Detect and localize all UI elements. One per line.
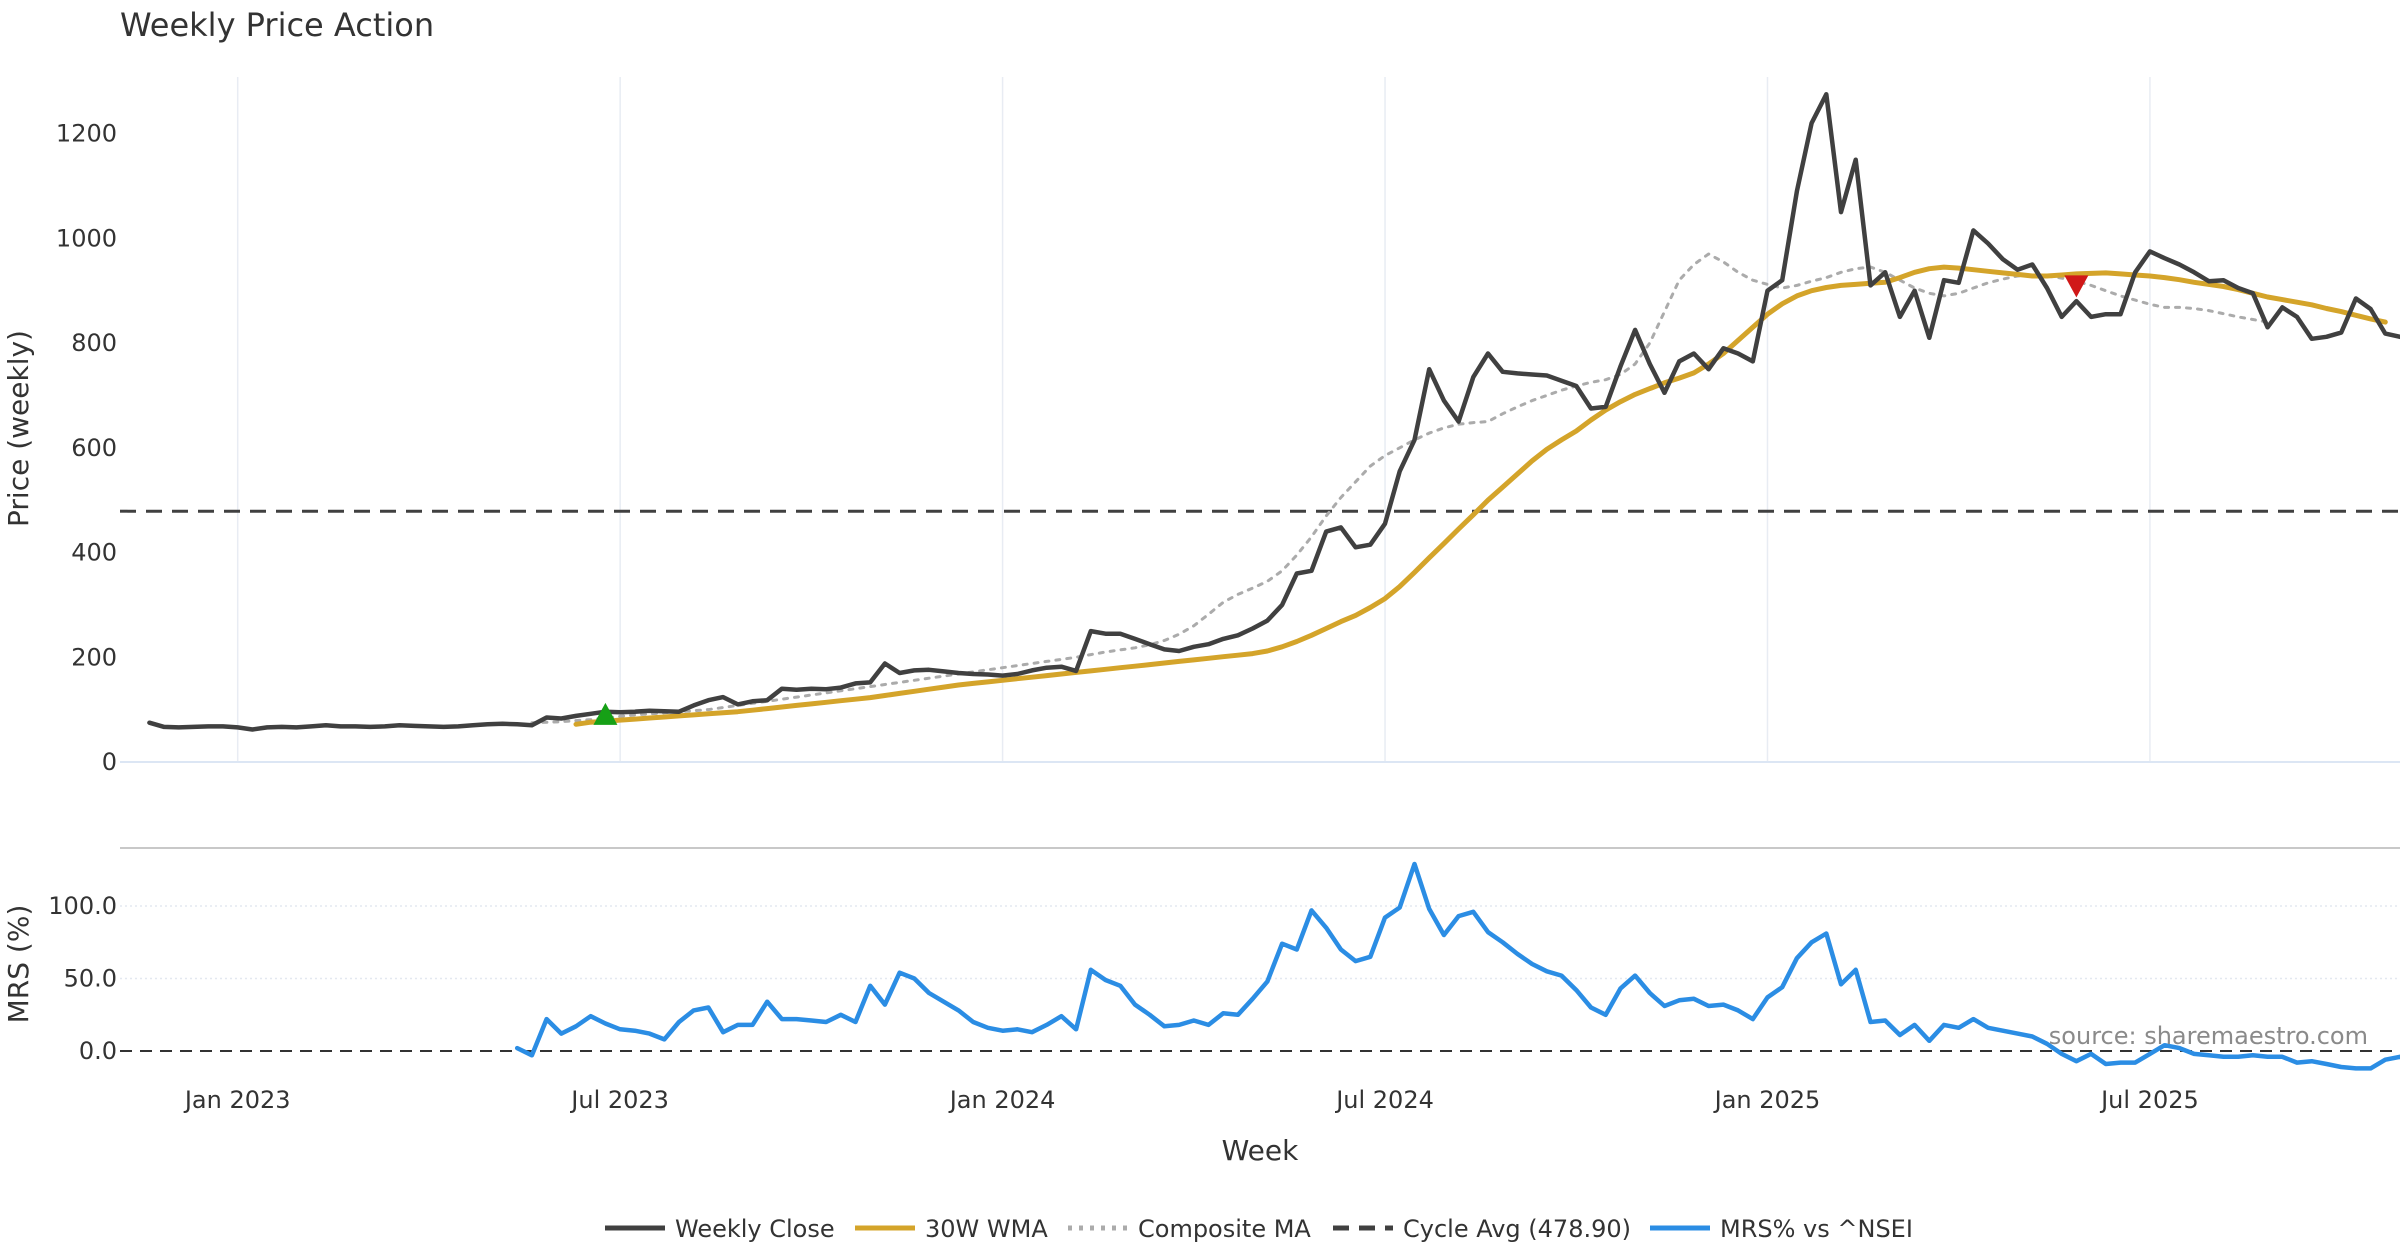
x-tick-label: Jan 2023 bbox=[183, 1086, 291, 1114]
x-tick-label: Jan 2024 bbox=[948, 1086, 1056, 1114]
x-axis-label: Week bbox=[1222, 1134, 1299, 1167]
price-y-tick-label: 0 bbox=[102, 748, 117, 776]
weekly-close-line bbox=[147, 92, 2400, 732]
price-y-tick-label: 800 bbox=[71, 329, 117, 357]
x-tick-label: Jul 2023 bbox=[569, 1086, 669, 1114]
legend-label: Composite MA bbox=[1138, 1215, 1311, 1243]
composite-ma-line bbox=[530, 252, 2270, 725]
source-note: source: sharemaestro.com bbox=[2049, 1022, 2368, 1050]
mrs-y-axis-label: MRS (%) bbox=[2, 905, 35, 1024]
price-y-axis-label: Price (weekly) bbox=[2, 330, 35, 527]
price-y-tick-label: 200 bbox=[71, 643, 117, 671]
sell-signal-marker bbox=[2064, 275, 2089, 298]
price-y-tick-label: 400 bbox=[71, 539, 117, 567]
legend: Weekly Close 30W WMA Composite MA Cycle Avg… bbox=[605, 1215, 1913, 1243]
mrs-line bbox=[514, 861, 2400, 1071]
price-y-tick-label: 600 bbox=[71, 434, 117, 462]
x-tick-label: Jan 2025 bbox=[1713, 1086, 1821, 1114]
mrs-y-tick-label: 0.0 bbox=[79, 1037, 117, 1065]
grid-layer bbox=[236, 77, 2151, 762]
legend-label: 30W WMA bbox=[925, 1215, 1048, 1243]
x-tick-label: Jul 2024 bbox=[1334, 1086, 1434, 1114]
mrs-panel: 0.0 50.0 100.0 MRS (%) bbox=[2, 847, 2400, 1071]
x-tick-label: Jul 2025 bbox=[2099, 1086, 2199, 1114]
mrs-y-tick-label: 100.0 bbox=[48, 892, 117, 920]
buy-signal-marker bbox=[593, 702, 618, 725]
wma-30w-line bbox=[573, 264, 2388, 727]
mrs-y-tick-label: 50.0 bbox=[64, 965, 117, 993]
legend-label: Weekly Close bbox=[675, 1215, 835, 1243]
x-axis: Jan 2023 Jul 2023 Jan 2024 Jul 2024 Jan 2025… bbox=[183, 1086, 2199, 1114]
chart-title: Weekly Price Action bbox=[120, 6, 434, 44]
price-y-tick-label: 1000 bbox=[56, 224, 117, 252]
price-panel: 0 200 400 600 800 1000 1200 Price (weekly) bbox=[2, 92, 2400, 776]
price-y-tick-label: 1200 bbox=[56, 120, 117, 148]
legend-label: MRS% vs ^NSEI bbox=[1720, 1215, 1913, 1243]
legend-label: Cycle Avg (478.90) bbox=[1403, 1215, 1631, 1243]
